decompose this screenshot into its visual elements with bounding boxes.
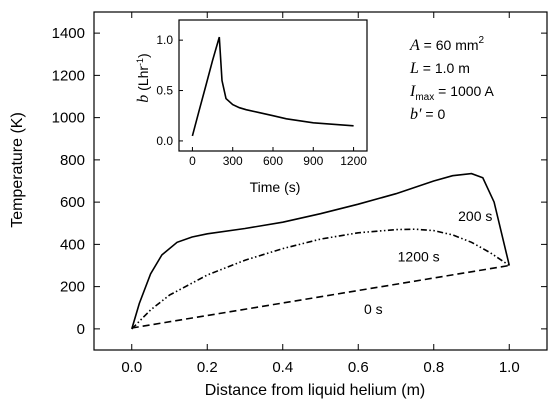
- inset-frame: [178, 19, 368, 152]
- main-y-tick-label: 1400: [52, 25, 85, 42]
- main-series-1: [131, 228, 510, 330]
- inset-y-tick-label: 1.0: [156, 33, 173, 47]
- series-label: 200 s: [458, 208, 492, 224]
- inset-x-tick-label: 1200: [340, 154, 367, 168]
- param-bprime: b′ = 0: [410, 106, 445, 123]
- inset-x-axis-title: Time (s): [250, 179, 301, 195]
- inset-y-tick-label: 0.0: [156, 134, 173, 148]
- inset-axes: 0 300 600 900 1200 0.0 0.5 1.0: [156, 19, 368, 168]
- main-y-tick-label: 600: [60, 194, 85, 211]
- inset-series-group: [191, 36, 354, 137]
- main-x-tick-label: 0.6: [348, 359, 369, 376]
- main-x-tick-label: 0.4: [272, 359, 293, 376]
- parameter-annotations: A = 60 mm2 L = 1.0 m Imax = 1000 A b′ = …: [409, 35, 494, 123]
- inset-x-tick-label: 600: [263, 154, 283, 168]
- series-label: 1200 s: [398, 248, 440, 264]
- main-y-tick-label: 200: [60, 279, 85, 296]
- param-length: L = 1.0 m: [409, 60, 470, 77]
- main-x-tick-label: 0.2: [197, 359, 218, 376]
- param-imax: Imax = 1000 A: [409, 83, 494, 103]
- main-x-tick-label: 1.0: [499, 359, 520, 376]
- main-y-tick-label: 800: [60, 152, 85, 169]
- main-axes: 0.0 0.2 0.4 0.6 0.8 1.0 0 200 400 600 800 1000 1200 1…: [52, 11, 548, 376]
- inset-series-0: [191, 36, 354, 137]
- x-axis-title: Distance from liquid helium (m): [205, 382, 426, 399]
- main-series-group: [131, 172, 511, 330]
- main-series-0: [131, 172, 511, 330]
- main-x-tick-label: 0.8: [423, 359, 444, 376]
- main-y-tick-label: 1000: [52, 110, 85, 127]
- main-x-tick-label: 0.0: [121, 359, 142, 376]
- inset-x-tick-label: 0: [189, 154, 196, 168]
- inset-chart: 0 300 600 900 1200 0.0 0.5 1.0 Time (s) b (Lhr-…: [135, 19, 368, 195]
- inset-x-tick-label: 300: [223, 154, 243, 168]
- main-series-2: [131, 264, 510, 329]
- inset-y-axis-title: b (Lhr-1): [135, 53, 152, 102]
- param-area: A = 60 mm2: [409, 35, 485, 54]
- inset-x-tick-label: 900: [303, 154, 323, 168]
- main-y-tick-label: 400: [60, 236, 85, 253]
- inset-y-tick-label: 0.5: [156, 84, 173, 98]
- series-label: 0 s: [364, 301, 383, 317]
- main-y-tick-label: 0: [77, 321, 85, 338]
- y-axis-title: Temperature (K): [9, 112, 26, 228]
- main-frame: [93, 11, 548, 351]
- main-series-labels: 200 s 1200 s 0 s: [364, 208, 492, 317]
- main-y-tick-label: 1200: [52, 67, 85, 84]
